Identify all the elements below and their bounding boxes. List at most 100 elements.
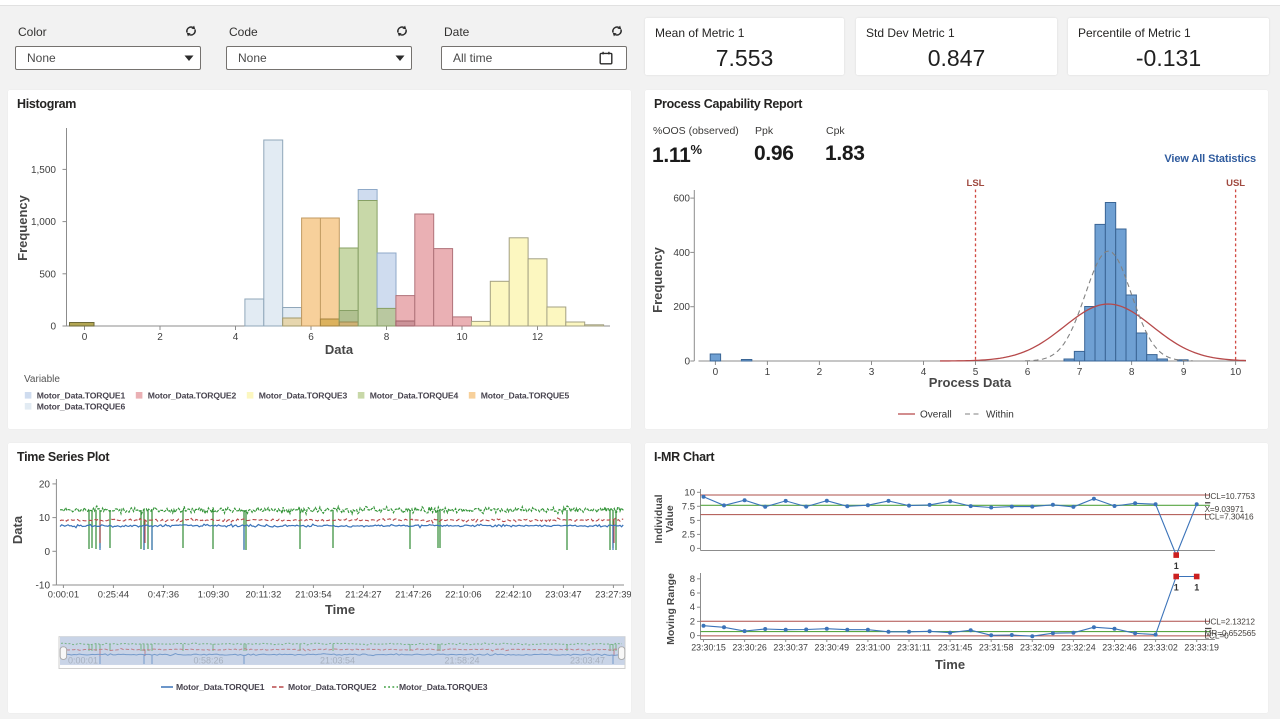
svg-text:1: 1 [765, 367, 771, 378]
svg-text:23:30:37: 23:30:37 [773, 643, 808, 653]
svg-text:1,500: 1,500 [31, 165, 56, 176]
svg-text:23:03:47: 23:03:47 [545, 589, 582, 600]
svg-text:LCL=7.30416: LCL=7.30416 [1205, 512, 1254, 522]
svg-text:Motor_Data.TORQUE2: Motor_Data.TORQUE2 [148, 391, 237, 401]
svg-text:Motor_Data.TORQUE4: Motor_Data.TORQUE4 [370, 391, 459, 401]
svg-text:10: 10 [684, 487, 695, 498]
svg-text:Individual: Individual [653, 494, 665, 543]
svg-text:7.5: 7.5 [682, 501, 695, 512]
svg-text:Frequency: Frequency [15, 194, 30, 261]
svg-text:Motor_Data.TORQUE3: Motor_Data.TORQUE3 [259, 391, 348, 401]
svg-text:23:30:15: 23:30:15 [691, 643, 726, 653]
svg-text:2: 2 [690, 616, 695, 627]
svg-text:Process Data: Process Data [929, 375, 1012, 390]
svg-text:Data: Data [10, 515, 25, 544]
svg-text:9: 9 [1181, 367, 1187, 378]
svg-text:4: 4 [921, 367, 927, 378]
svg-text:Motor_Data.TORQUE6: Motor_Data.TORQUE6 [37, 402, 126, 412]
svg-text:0:58:26: 0:58:26 [194, 656, 224, 666]
svg-text:Motor_Data.TORQUE1: Motor_Data.TORQUE1 [176, 682, 265, 692]
svg-text:23:32:24: 23:32:24 [1061, 643, 1096, 653]
svg-text:4: 4 [233, 332, 239, 343]
svg-text:3: 3 [869, 367, 875, 378]
svg-text:23:33:02: 23:33:02 [1143, 643, 1178, 653]
svg-text:Within: Within [986, 410, 1014, 421]
svg-text:21:03:54: 21:03:54 [320, 656, 355, 666]
svg-text:0: 0 [50, 322, 56, 333]
svg-text:23:03:47: 23:03:47 [570, 656, 605, 666]
svg-text:Motor_Data.TORQUE2: Motor_Data.TORQUE2 [288, 682, 377, 692]
svg-text:4: 4 [690, 602, 695, 613]
svg-text:0: 0 [684, 357, 690, 368]
svg-text:2: 2 [157, 332, 163, 343]
svg-text:22:42:10: 22:42:10 [495, 589, 532, 600]
svg-text:Motor_Data.TORQUE5: Motor_Data.TORQUE5 [481, 391, 570, 401]
svg-text:Motor_Data.TORQUE3: Motor_Data.TORQUE3 [399, 682, 488, 692]
svg-text:0: 0 [713, 367, 719, 378]
svg-text:20:11:32: 20:11:32 [246, 589, 282, 600]
svg-text:USL: USL [1226, 178, 1245, 189]
svg-text:Overall: Overall [920, 410, 952, 421]
svg-text:0:25:44: 0:25:44 [98, 589, 129, 600]
svg-text:X=9.03971: X=9.03971 [1205, 504, 1245, 514]
svg-text:6: 6 [1025, 367, 1031, 378]
svg-text:2: 2 [817, 367, 823, 378]
svg-text:6: 6 [308, 332, 314, 343]
svg-text:5: 5 [690, 515, 695, 526]
svg-text:0:47:36: 0:47:36 [148, 589, 179, 600]
svg-text:1: 1 [1174, 583, 1179, 593]
svg-text:23:30:26: 23:30:26 [732, 643, 767, 653]
svg-text:0: 0 [44, 547, 50, 558]
svg-text:8: 8 [690, 574, 695, 585]
svg-text:0:00:01: 0:00:01 [68, 656, 98, 666]
svg-text:8: 8 [1129, 367, 1135, 378]
svg-text:2.5: 2.5 [682, 529, 695, 540]
svg-text:23:31:58: 23:31:58 [979, 643, 1014, 653]
svg-text:1: 1 [1194, 583, 1199, 593]
svg-text:Moving Range: Moving Range [665, 573, 677, 645]
svg-text:600: 600 [673, 194, 690, 205]
svg-text:6: 6 [690, 588, 695, 599]
svg-text:Value: Value [664, 505, 676, 533]
svg-text:23:31:11: 23:31:11 [897, 643, 931, 653]
svg-text:10: 10 [1230, 367, 1242, 378]
svg-text:20: 20 [39, 479, 51, 490]
svg-text:Time: Time [935, 657, 965, 672]
svg-text:LSL: LSL [967, 178, 985, 189]
svg-text:Variable: Variable [24, 374, 60, 385]
svg-text:23:33:19: 23:33:19 [1184, 643, 1219, 653]
svg-text:-10: -10 [36, 581, 51, 592]
svg-text:Time: Time [325, 602, 355, 617]
svg-text:23:31:00: 23:31:00 [856, 643, 891, 653]
svg-text:UCL=10.7753: UCL=10.7753 [1205, 491, 1256, 501]
svg-text:MR=0.652565: MR=0.652565 [1205, 628, 1257, 638]
svg-text:21:03:54: 21:03:54 [295, 589, 332, 600]
svg-text:10: 10 [456, 332, 468, 343]
svg-text:0: 0 [690, 631, 695, 642]
svg-text:0: 0 [690, 543, 695, 554]
svg-text:1,000: 1,000 [31, 217, 56, 228]
svg-text:23:31:45: 23:31:45 [938, 643, 973, 653]
svg-text:1:09:30: 1:09:30 [198, 589, 229, 600]
svg-text:23:30:49: 23:30:49 [815, 643, 850, 653]
svg-text:23:27:39: 23:27:39 [595, 589, 631, 600]
svg-text:Motor_Data.TORQUE1: Motor_Data.TORQUE1 [37, 391, 126, 401]
svg-text:10: 10 [39, 513, 51, 524]
svg-text:400: 400 [673, 248, 690, 259]
svg-text:21:58:24: 21:58:24 [445, 656, 480, 666]
svg-text:LCL=0: LCL=0 [1205, 631, 1230, 641]
svg-text:Frequency: Frequency [650, 246, 665, 313]
svg-text:0:00:01: 0:00:01 [48, 589, 79, 600]
svg-text:21:24:27: 21:24:27 [345, 589, 382, 600]
svg-text:23:32:09: 23:32:09 [1020, 643, 1055, 653]
svg-text:0: 0 [82, 332, 88, 343]
svg-text:5: 5 [973, 367, 979, 378]
svg-text:200: 200 [673, 302, 690, 313]
svg-text:21:47:26: 21:47:26 [395, 589, 432, 600]
svg-text:UCL=2.13212: UCL=2.13212 [1205, 617, 1256, 627]
svg-text:7: 7 [1077, 367, 1083, 378]
svg-text:8: 8 [384, 332, 390, 343]
svg-text:12: 12 [532, 332, 544, 343]
svg-text:Data: Data [325, 342, 354, 357]
svg-text:22:10:06: 22:10:06 [445, 589, 482, 600]
